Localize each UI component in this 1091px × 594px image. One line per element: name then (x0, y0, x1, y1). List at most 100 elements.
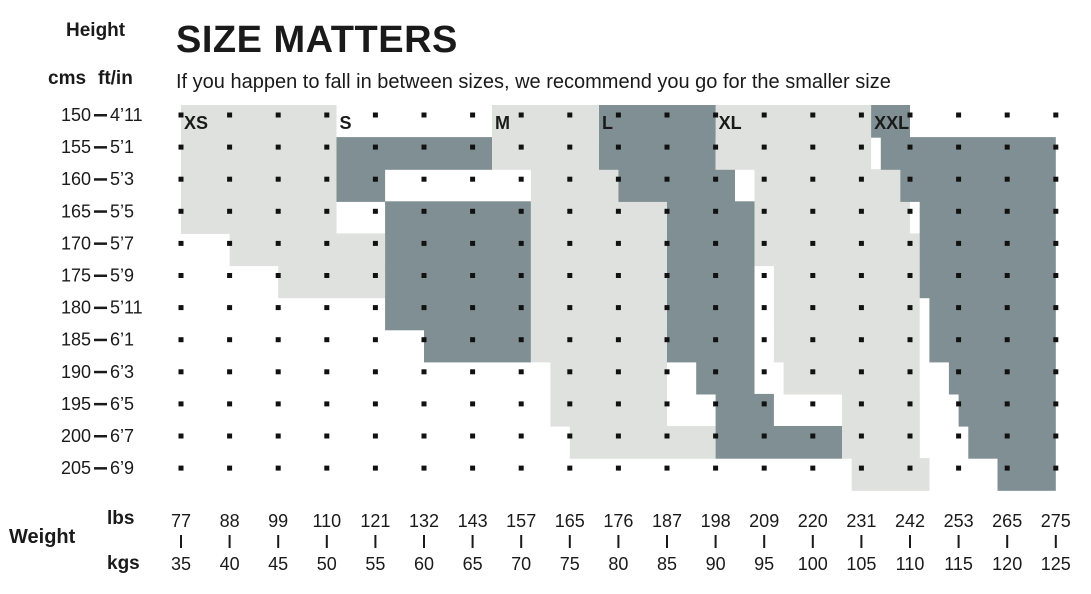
grid-dot (1053, 465, 1059, 471)
grid-dot (372, 112, 378, 118)
grid-dot (1004, 176, 1010, 182)
height-cms-label: 160 (61, 169, 91, 189)
grid-dot (324, 305, 330, 311)
grid-dot (275, 465, 281, 471)
grid-dot (810, 369, 816, 375)
grid-dot (907, 337, 913, 343)
size-band-s-row-6 (385, 297, 531, 331)
grid-dot (324, 273, 330, 278)
height-dash (94, 210, 107, 213)
grid-dot (275, 305, 281, 311)
size-band-xl-row-3 (754, 201, 910, 234)
weight-lbs-label: 209 (749, 511, 779, 531)
height-ftin-label: 5’9 (110, 266, 134, 286)
grid-dot (615, 337, 621, 343)
weight-lbs-label: 275 (1041, 511, 1071, 531)
weight-kgs-label: 120 (992, 554, 1022, 574)
grid-dot (810, 401, 816, 407)
size-band-l-row-10 (715, 426, 842, 459)
grid-dot (518, 433, 524, 439)
grid-dot (421, 176, 427, 182)
size-band-xxl-row-6 (929, 297, 1056, 331)
grid-dot (227, 208, 233, 214)
weight-lbs-label: 132 (409, 511, 439, 531)
weight-kgs-label: 40 (220, 554, 240, 574)
height-cms-label: 170 (61, 233, 91, 253)
grid-dot (664, 208, 670, 214)
grid-dot (567, 144, 573, 150)
grid-dot (275, 240, 281, 246)
weight-kgs-label: 55 (365, 554, 385, 574)
height-ftin-label: 5’3 (110, 169, 134, 189)
weight-lbs-label: 110 (312, 511, 341, 531)
weight-lbs-label: 242 (895, 511, 925, 531)
size-band-xl-row-9 (842, 393, 920, 427)
grid-dot (567, 369, 573, 375)
grid-dot (810, 208, 816, 214)
grid-dot (324, 144, 330, 150)
height-ftin-label: 6’7 (110, 426, 134, 446)
grid-dot (956, 305, 962, 311)
size-band-s-row-5 (385, 265, 531, 299)
grid-dot (907, 240, 913, 246)
grid-dot (713, 305, 719, 311)
weight-tick (811, 535, 814, 548)
grid-dot (227, 144, 233, 150)
grid-dot (858, 112, 864, 118)
size-band-l-row-2 (618, 169, 735, 202)
grid-dot (761, 273, 767, 278)
grid-dot (713, 433, 719, 439)
grid-dot (907, 112, 913, 118)
chart-title: SIZE MATTERS (176, 19, 458, 61)
height-cms-label: 155 (61, 137, 91, 157)
grid-dot (567, 305, 573, 311)
size-band-xl-row-4 (754, 233, 920, 267)
grid-dot (810, 337, 816, 343)
grid-dot (615, 273, 621, 278)
size-band-l-row-4 (667, 233, 755, 267)
grid-dot (470, 305, 476, 311)
grid-dot (664, 433, 670, 439)
grid-dot (518, 208, 524, 214)
grid-dot (470, 208, 476, 214)
size-band-xl-row-7 (773, 329, 920, 363)
grid-dot (178, 465, 184, 471)
grid-dot (227, 433, 233, 439)
weight-kgs-label: 95 (754, 554, 774, 574)
grid-dot (372, 337, 378, 343)
size-band-xl-row-0 (715, 105, 872, 138)
grid-dot (956, 273, 962, 278)
weight-lbs-label: 157 (506, 511, 536, 531)
grid-dot (421, 337, 427, 343)
size-label-l: L (602, 113, 613, 133)
grid-dot (1004, 465, 1010, 471)
grid-dot (615, 369, 621, 375)
size-band-l-row-8 (696, 361, 755, 395)
size-band-xxl-row-10 (968, 426, 1056, 459)
grid-dot (470, 112, 476, 118)
height-tick-labels: 150 4’11 155 5’1 160 5’3 165 5’5 170 5’7 175 5’9 180… (61, 105, 143, 478)
size-band-m-row-2 (530, 169, 619, 202)
grid-dot (956, 369, 962, 375)
grid-dot (227, 401, 233, 407)
weight-lbs-label: 198 (701, 511, 731, 531)
grid-dot (421, 112, 427, 118)
grid-dot (567, 465, 573, 471)
grid-dot (761, 144, 767, 150)
grid-dot (372, 369, 378, 375)
height-ftin-label: 5’11 (110, 298, 143, 318)
size-band-m-row-5 (530, 265, 667, 299)
size-band-m-row-4 (530, 233, 667, 267)
height-ftin-label: 5’7 (110, 233, 134, 253)
height-dash (94, 146, 107, 149)
weight-lbs-label: 231 (846, 511, 876, 531)
grid-dot (1053, 208, 1059, 214)
grid-dot (421, 369, 427, 375)
height-dash (94, 114, 107, 117)
grid-dot (664, 305, 670, 311)
grid-dot (1004, 401, 1010, 407)
grid-dot (907, 144, 913, 150)
grid-dot (227, 273, 233, 278)
grid-dot (858, 240, 864, 246)
weight-tick (909, 535, 911, 548)
